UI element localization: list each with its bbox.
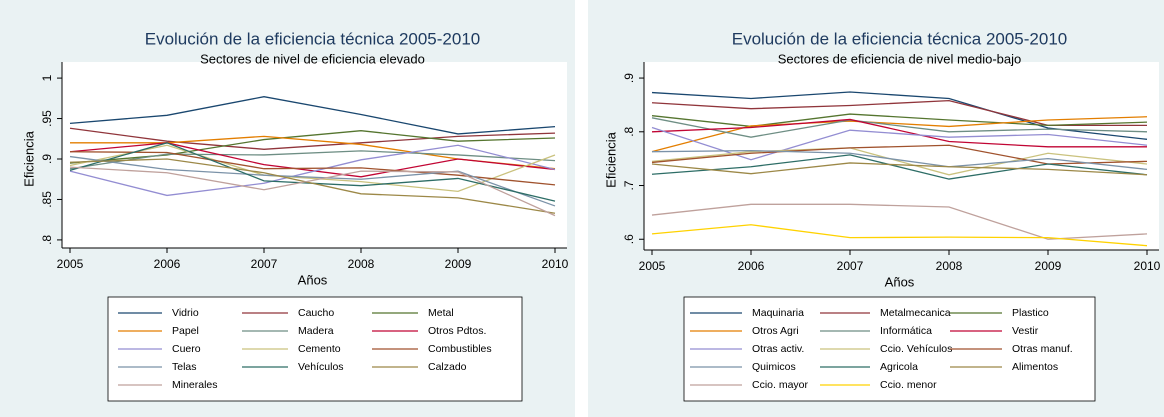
legend-label: Informática <box>880 325 932 337</box>
series-line <box>651 144 1148 165</box>
x-tick-label: 2006 <box>154 257 181 271</box>
legend-label: Telas <box>172 361 197 373</box>
legend-label: Combustibles <box>428 343 492 355</box>
plot-area <box>62 62 567 248</box>
y-tick-label: .85 <box>40 191 54 208</box>
y-tick-label: 1 <box>40 74 54 81</box>
x-tick-label: 2007 <box>837 259 864 273</box>
legend-label: Plastico <box>1012 307 1049 319</box>
legend-label: Cuero <box>172 343 201 355</box>
legend-label: Vehículos <box>298 361 344 373</box>
legend-label: Caucho <box>298 307 334 319</box>
legend-label: Otras manuf. <box>1012 343 1073 355</box>
x-tick-label: 2010 <box>542 257 569 271</box>
x-tick-label: 2009 <box>445 257 472 271</box>
legend-label: Cemento <box>298 343 341 355</box>
legend-label: Otros Pdtos. <box>428 325 486 337</box>
series-line <box>69 144 556 193</box>
legend-box <box>107 296 523 402</box>
y-tick-label: .9 <box>40 154 54 164</box>
y-tick-label: .8 <box>622 126 636 136</box>
x-axis-label: Años <box>885 274 915 289</box>
x-tick-label: 2007 <box>251 257 278 271</box>
legend-label: Ccio. mayor <box>752 379 809 391</box>
series-line <box>69 96 556 135</box>
legend-label: Minerales <box>172 379 218 391</box>
series-line <box>69 144 556 197</box>
x-tick-label: 2010 <box>1134 259 1161 273</box>
series-line <box>69 150 556 170</box>
series-line <box>651 117 1148 138</box>
y-tick-label: .95 <box>40 110 54 127</box>
x-tick-label: 2008 <box>348 257 375 271</box>
x-tick-label: 2008 <box>936 259 963 273</box>
x-tick-label: 2005 <box>57 257 84 271</box>
series-line <box>651 162 1148 176</box>
y-tick-label: .8 <box>40 235 54 245</box>
legend-label: Agricola <box>880 361 918 373</box>
legend-label: Madera <box>298 325 334 337</box>
x-axis-label: Años <box>298 272 328 287</box>
legend-label: Metal <box>428 307 454 319</box>
legend-label: Ccio. Vehículos <box>880 343 952 355</box>
legend-box <box>683 296 1096 402</box>
series-line <box>69 166 556 217</box>
x-tick-label: 2009 <box>1035 259 1062 273</box>
y-tick-label: .6 <box>622 234 636 244</box>
series-line <box>69 142 556 178</box>
legend-label: Metalmecanica <box>880 307 951 319</box>
y-axis-label: Eficiencia <box>603 131 618 187</box>
x-tick-label: 2006 <box>738 259 765 273</box>
chart-title: Evolución de la eficiencia técnica 2005-… <box>145 29 481 48</box>
chart-title: Evolución de la eficiencia técnica 2005-… <box>732 29 1068 48</box>
x-tick-label: 2005 <box>639 259 666 273</box>
y-tick-label: .9 <box>622 73 636 83</box>
legend-label: Otros Agri <box>752 325 799 337</box>
series-line <box>651 118 1147 148</box>
legend-label: Vidrio <box>172 307 199 319</box>
series-line <box>651 116 1148 153</box>
chart-subtitle: Sectores de eficiencia de nivel medio-ba… <box>778 51 1022 66</box>
legend-label: Maquinaria <box>752 307 804 319</box>
legend-label: Papel <box>172 325 199 337</box>
series-line <box>651 224 1148 247</box>
series-line <box>651 154 1148 180</box>
series-line <box>651 149 1148 171</box>
legend-label: Quimicos <box>752 361 796 373</box>
series-line <box>69 155 556 207</box>
legend-label: Calzado <box>428 361 467 373</box>
series-line <box>651 113 1148 128</box>
chart-panel: Evolución de la eficiencia técnica 2005-… <box>588 0 1164 417</box>
chart-subtitle: Sectores de nivel de eficiencia elevado <box>200 51 425 66</box>
y-tick-label: .7 <box>622 180 636 190</box>
legend-label: Otras activ. <box>752 343 804 355</box>
legend-label: Vestir <box>1012 325 1039 337</box>
series-line <box>651 147 1148 176</box>
chart-panel: Evolución de la eficiencia técnica 2005-… <box>0 0 575 417</box>
legend-label: Ccio. menor <box>880 379 937 391</box>
series-line <box>69 158 556 214</box>
y-axis-label: Eficiencia <box>21 130 36 186</box>
legend-label: Alimentos <box>1012 361 1058 373</box>
series-line <box>69 127 556 150</box>
